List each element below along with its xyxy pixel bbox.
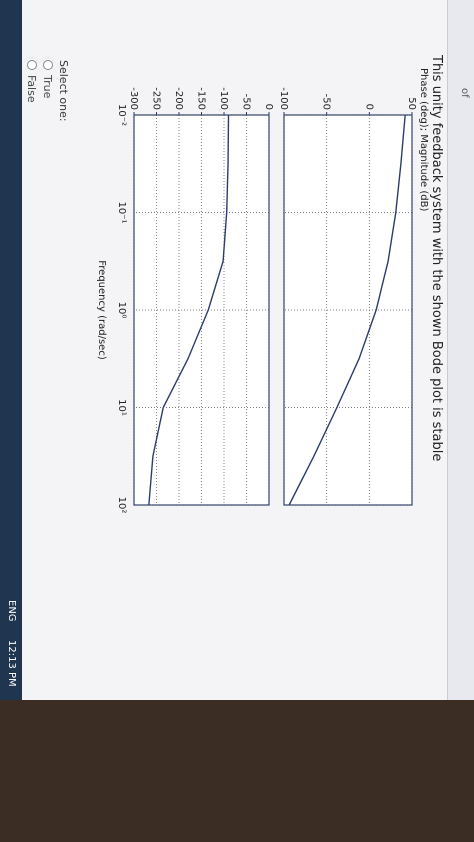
y-tick-label: -150 — [196, 87, 207, 110]
language: ENG — [6, 600, 17, 622]
x-tick-label: 10⁻¹ — [116, 201, 127, 223]
y-tick-label: -300 — [128, 87, 139, 110]
taskbar: ENG 12:13 PM — [0, 0, 22, 700]
x-tick-label: 10¹ — [116, 399, 127, 416]
y-tick-label: 0 — [263, 104, 274, 110]
line — [148, 114, 230, 506]
x-tick-label: 10² — [116, 497, 127, 514]
y-tick-label: -50 — [321, 94, 332, 110]
y-tick-label: -250 — [151, 87, 162, 110]
x-tick-label: 10⁰ — [116, 302, 127, 319]
bode-plot: -100 -50 0 50 Phase (deg); Magnitude (dB) -30… — [96, 68, 429, 514]
y-tick-label: -100 — [218, 87, 229, 110]
x-tick-label: 10⁻² — [116, 104, 127, 126]
y-axis-label: Phase (deg); Magnitude (dB) — [418, 68, 429, 212]
y-tick-label: -200 — [173, 87, 184, 110]
y-tick-label: -50 — [241, 94, 252, 110]
clock: 12:13 PM — [6, 640, 17, 687]
line — [288, 114, 406, 506]
y-tick-label: 0 — [363, 104, 374, 110]
x-axis-label: Frequency (rad/sec) — [96, 260, 107, 360]
y-tick-label: -100 — [278, 87, 289, 110]
y-tick-label: 50 — [406, 97, 417, 110]
